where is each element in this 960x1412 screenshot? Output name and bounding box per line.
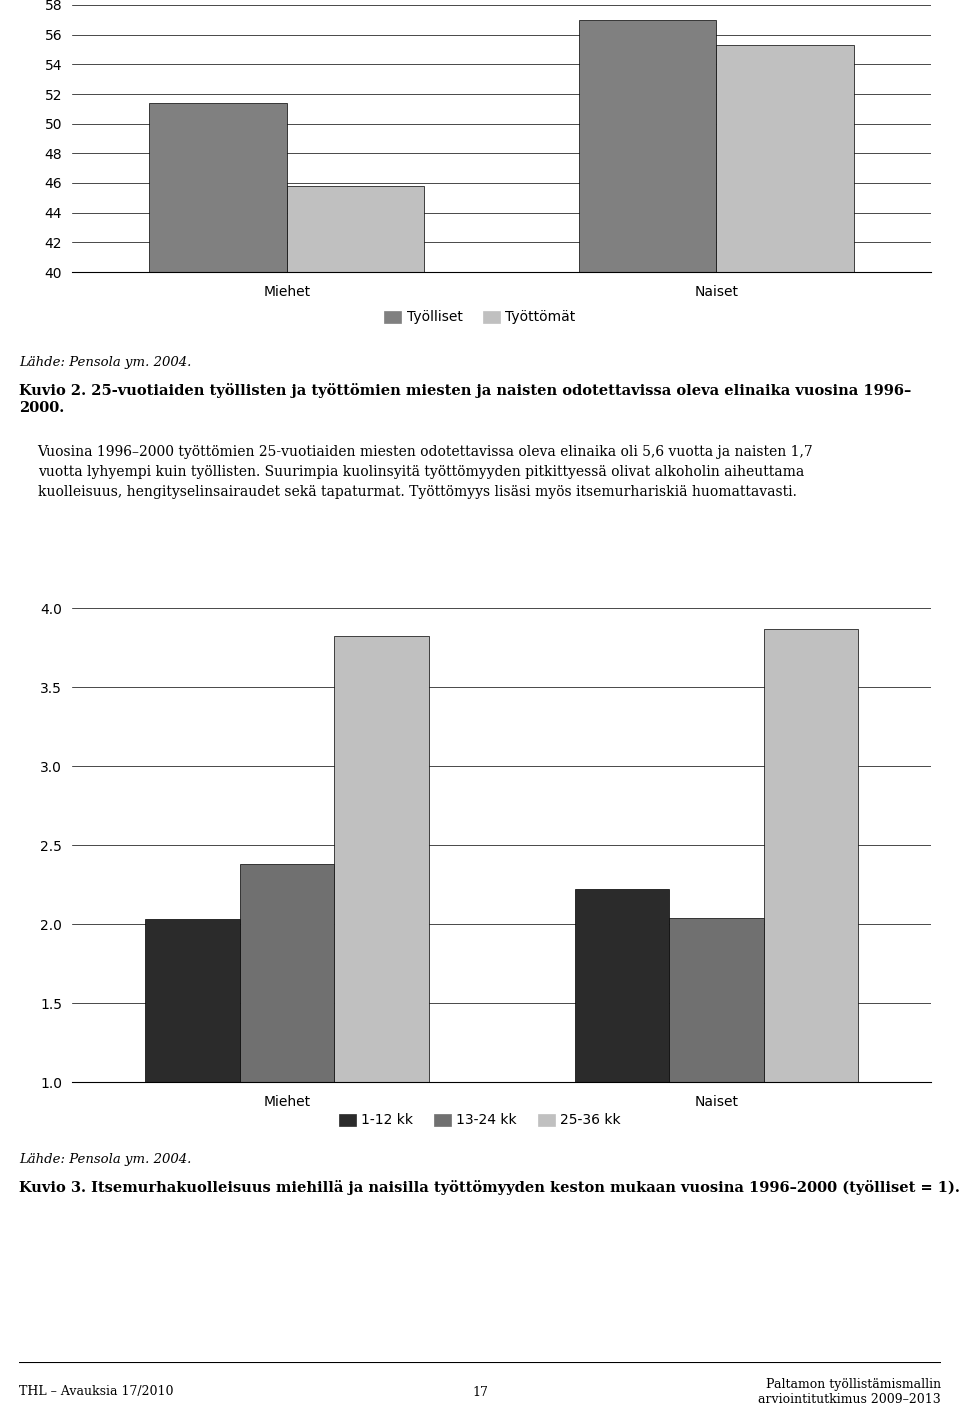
Text: Kuvio 3. Itsemurhakuolleisuus miehillä ja naisilla työttömyyden keston mukaan vu: Kuvio 3. Itsemurhakuolleisuus miehillä j… (19, 1180, 960, 1195)
Legend: 1-12 kk, 13-24 kk, 25-36 kk: 1-12 kk, 13-24 kk, 25-36 kk (334, 1108, 626, 1132)
Bar (240, 864, 334, 1082)
Bar (145, 919, 240, 1082)
Text: Kuvio 2. 25-vuotiaiden työllisten ja työttömien miesten ja naisten odotettavissa: Kuvio 2. 25-vuotiaiden työllisten ja työ… (19, 383, 911, 415)
Bar (579, 20, 716, 866)
Text: Lähde: Pensola ym. 2004.: Lähde: Pensola ym. 2004. (19, 1154, 192, 1166)
Legend: Työlliset, Työttömät: Työlliset, Työttömät (379, 305, 581, 330)
Text: 17: 17 (472, 1385, 488, 1398)
Bar (287, 186, 424, 866)
Bar (575, 890, 669, 1082)
Bar (150, 103, 287, 866)
Bar (716, 45, 853, 866)
Text: Vuosina 1996–2000 työttömien 25-vuotiaiden miesten odotettavissa oleva elinaika : Vuosina 1996–2000 työttömien 25-vuotiaid… (37, 445, 813, 498)
Text: Lähde: Pensola ym. 2004.: Lähde: Pensola ym. 2004. (19, 356, 192, 369)
Bar (334, 637, 428, 1082)
Text: THL – Avauksia 17/2010: THL – Avauksia 17/2010 (19, 1385, 174, 1398)
Text: Paltamon työllistämismallin
arviointitutkimus 2009–2013: Paltamon työllistämismallin arviointitut… (758, 1378, 941, 1406)
Bar (669, 918, 763, 1082)
Bar (763, 628, 858, 1082)
